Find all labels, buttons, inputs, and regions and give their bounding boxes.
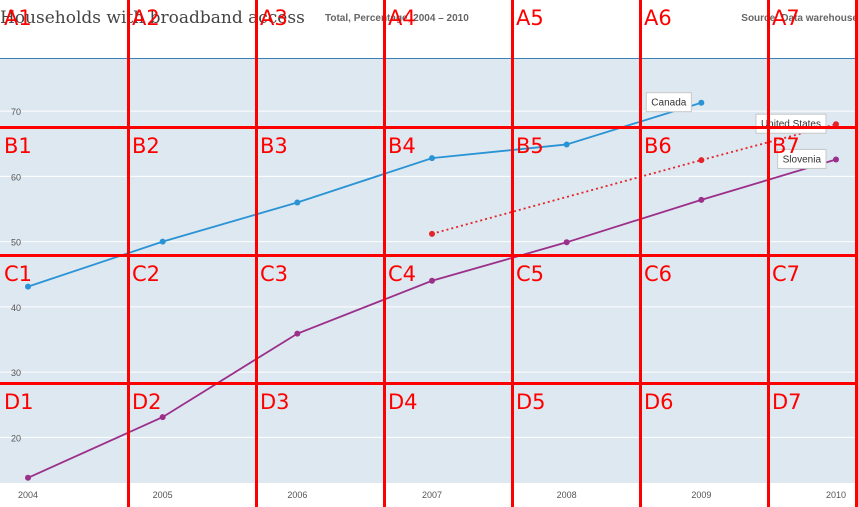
y-tick-label: 60 bbox=[11, 172, 21, 182]
x-tick-label: 2007 bbox=[422, 490, 442, 500]
gridlines bbox=[0, 110, 858, 438]
data-point[interactable] bbox=[698, 157, 705, 164]
series-slovenia bbox=[25, 156, 839, 481]
data-point[interactable] bbox=[429, 155, 435, 162]
y-tick-label: 40 bbox=[11, 303, 21, 313]
data-point[interactable] bbox=[698, 196, 705, 203]
data-point[interactable] bbox=[698, 99, 705, 106]
x-tick-label: 2009 bbox=[691, 490, 711, 500]
chart-source[interactable]: Source: Data warehouse bbox=[741, 13, 858, 24]
y-tick-label: 50 bbox=[11, 238, 21, 248]
data-point[interactable] bbox=[833, 156, 839, 163]
x-tick-label: 2005 bbox=[153, 490, 173, 500]
x-tick-label: 2008 bbox=[557, 490, 577, 500]
series-label-tag: Slovenia bbox=[777, 148, 827, 169]
data-point[interactable] bbox=[159, 238, 166, 245]
data-point[interactable] bbox=[429, 277, 435, 284]
chart-header: Households with broadband access Total, … bbox=[0, 0, 858, 40]
data-point[interactable] bbox=[294, 330, 301, 337]
y-tick-label: 30 bbox=[11, 368, 21, 378]
series-label: Slovenia bbox=[783, 154, 822, 165]
series-label-box bbox=[777, 148, 827, 169]
data-point[interactable] bbox=[294, 199, 301, 206]
series-label: United States bbox=[761, 119, 821, 130]
y-tick-label: 70 bbox=[11, 107, 21, 117]
data-point[interactable] bbox=[25, 283, 31, 290]
data-point[interactable] bbox=[833, 121, 839, 128]
data-point[interactable] bbox=[429, 230, 435, 237]
series-lines bbox=[25, 99, 839, 481]
data-point[interactable] bbox=[159, 414, 166, 421]
series-label: Canada bbox=[651, 98, 686, 109]
series-line bbox=[27, 101, 702, 288]
data-point[interactable] bbox=[25, 474, 31, 481]
series-label-tag: Canada bbox=[645, 92, 692, 113]
y-axis-ticks: 20 30 40 50 60 70 bbox=[11, 107, 21, 443]
x-tick-label: 2010 bbox=[826, 490, 846, 500]
series-label-tag: United States bbox=[755, 113, 827, 134]
data-point[interactable] bbox=[563, 141, 570, 148]
y-tick-label: 20 bbox=[11, 433, 21, 443]
x-axis-ticks: 2004 2005 2006 2007 2008 2009 2010 bbox=[18, 490, 846, 500]
x-tick-label: 2004 bbox=[18, 490, 38, 500]
series-united-states bbox=[429, 121, 839, 237]
data-point[interactable] bbox=[563, 239, 570, 246]
series-canada bbox=[25, 99, 705, 290]
series-label-box bbox=[645, 92, 692, 113]
x-tick-label: 2006 bbox=[287, 490, 307, 500]
chart-subtitle: Total, Percentage, 2004 – 2010 bbox=[325, 13, 469, 24]
chart-title: Households with broadband access bbox=[0, 8, 305, 28]
plot-background bbox=[0, 59, 858, 483]
